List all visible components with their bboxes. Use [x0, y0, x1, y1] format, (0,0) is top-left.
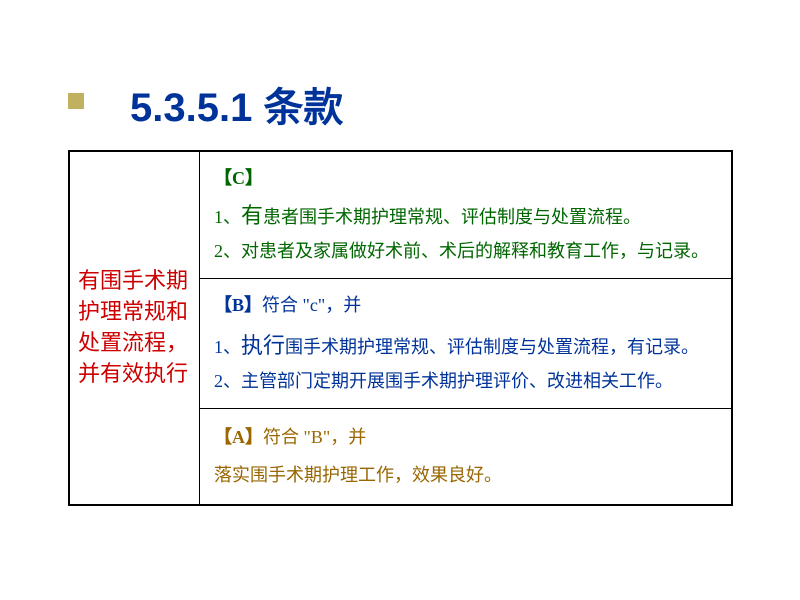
section-b-line1-rest: 围手术期护理常规、评估制度与处置流程，有记录。 [285, 337, 699, 357]
section-a-cell: 【A】符合 "B"，并 落实围手术期护理工作，效果良好。 [200, 409, 731, 504]
section-c-label: 【C】 [214, 164, 717, 190]
clause-table: 有围手术期护理常规和处置流程，并有效执行 【C】 1、有患者围手术期护理常规、评… [68, 150, 733, 506]
section-a-label: 【A】 [214, 427, 263, 447]
section-c-line2: 2、对患者及家属做好术前、术后的解释和教育工作，与记录。 [214, 237, 717, 266]
section-c-line1-prefix: 1、 [214, 207, 241, 227]
left-column-text: 有围手术期护理常规和处置流程，并有效执行 [78, 266, 191, 389]
page-title: 5.3.5.1 条款 [130, 75, 343, 133]
section-b-line2: 2、主管部门定期开展围手术期护理评价、改进相关工作。 [214, 367, 717, 396]
left-column-cell: 有围手术期护理常规和处置流程，并有效执行 [70, 152, 200, 504]
section-b-line1: 1、执行围手术期护理常规、评估制度与处置流程，有记录。 [214, 328, 717, 363]
section-c-line1-big: 有 [241, 203, 263, 228]
section-a-line1: 落实围手术期护理工作，效果良好。 [214, 459, 717, 491]
section-b-line1-prefix: 1、 [214, 337, 241, 357]
section-b-line1-big: 执行 [241, 333, 285, 358]
section-b-label: 【B】 [214, 295, 262, 315]
section-c-line1-rest: 患者围手术期护理常规、评估制度与处置流程。 [263, 207, 641, 227]
section-a-header: 【A】符合 "B"，并 [214, 421, 717, 453]
section-b-cell: 【B】符合 "c"，并 1、执行围手术期护理常规、评估制度与处置流程，有记录。 … [200, 279, 731, 409]
title-bullet [68, 93, 84, 109]
section-c-cell: 【C】 1、有患者围手术期护理常规、评估制度与处置流程。 2、对患者及家属做好术… [200, 152, 731, 279]
section-c-line1: 1、有患者围手术期护理常规、评估制度与处置流程。 [214, 198, 717, 233]
section-b-label-suffix: 符合 "c"，并 [262, 295, 361, 315]
section-a-label-suffix: 符合 "B"，并 [263, 427, 366, 447]
section-b-header: 【B】符合 "c"，并 [214, 291, 717, 320]
